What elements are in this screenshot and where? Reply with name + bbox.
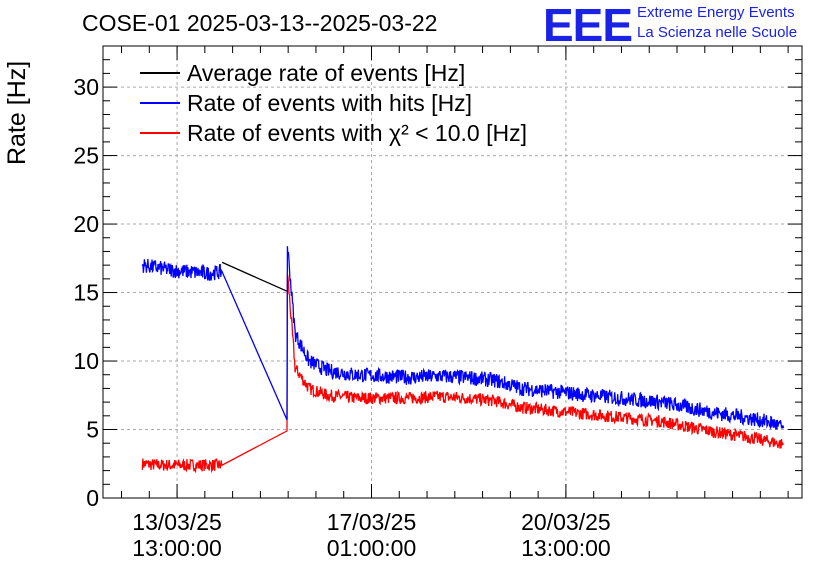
legend-label-1: Average rate of events [Hz] — [187, 60, 465, 86]
series-line-3 — [141, 273, 784, 474]
chart-title: COSE-01 2025-03-13--2025-03-22 — [82, 10, 438, 36]
y-tick-label: 5 — [86, 417, 99, 443]
y-tick-label: 20 — [73, 211, 99, 237]
x-tick-label-time: 01:00:00 — [327, 535, 417, 561]
legend-label-2: Rate of events with hits [Hz] — [187, 90, 472, 116]
legend-label-3: Rate of events with χ² < 10.0 [Hz] — [187, 120, 527, 146]
series-line-2 — [141, 246, 785, 430]
x-tick-label-date: 17/03/25 — [327, 509, 417, 535]
y-tick-label: 10 — [73, 348, 99, 374]
logo-mark: EEE — [543, 0, 633, 51]
y-tick-label: 25 — [73, 143, 99, 169]
y-tick-label: 0 — [86, 485, 99, 511]
eee-logo: EEE Extreme Energy Events La Scienza nel… — [540, 0, 830, 51]
y-tick-label: 15 — [73, 280, 99, 306]
y-tick-label: 30 — [73, 74, 99, 100]
x-tick-label-date: 13/03/25 — [132, 509, 222, 535]
series-line-1 — [221, 261, 288, 292]
x-tick-label-date: 20/03/25 — [521, 509, 611, 535]
x-tick-label-time: 13:00:00 — [521, 535, 611, 561]
x-tick-label-time: 13:00:00 — [132, 535, 222, 561]
logo-line-2: La Scienza nelle Scuole — [637, 24, 798, 41]
plot-frame — [102, 45, 803, 499]
logo-line-1: Extreme Energy Events — [637, 4, 795, 21]
